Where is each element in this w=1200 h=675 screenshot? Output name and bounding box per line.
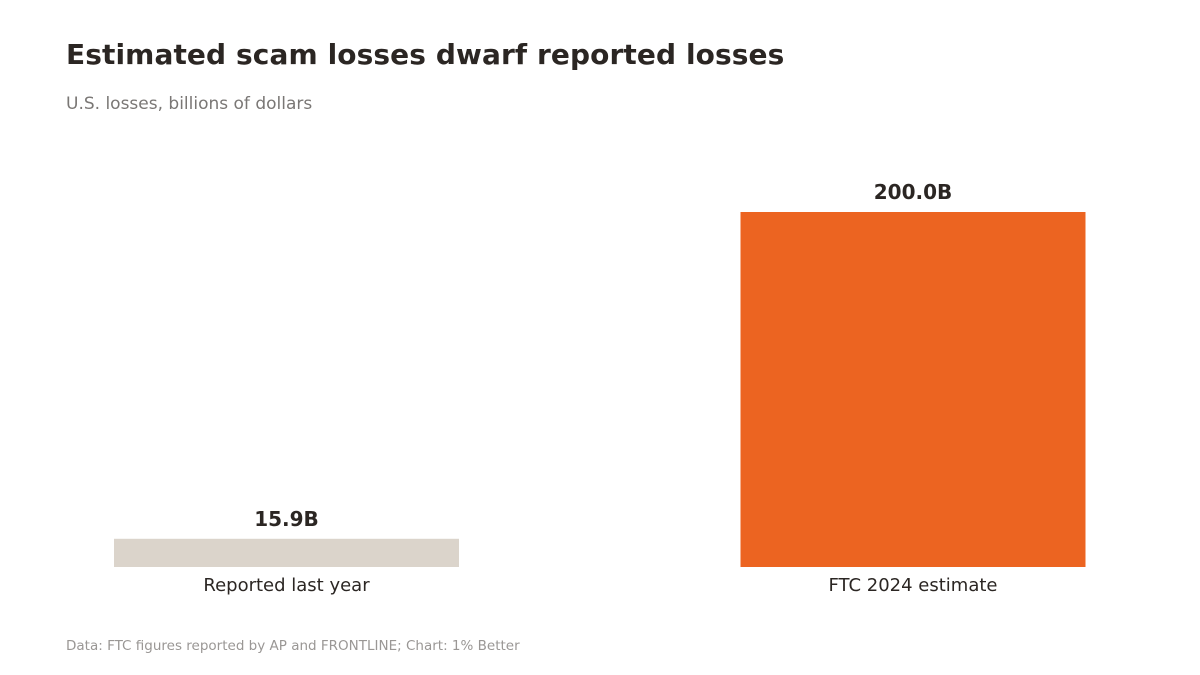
bar-0 <box>114 538 459 567</box>
category-label: FTC 2024 estimate <box>828 575 997 596</box>
chart-subtitle: U.S. losses, billions of dollars <box>66 94 313 114</box>
bar-value-label: 15.9B <box>254 507 319 531</box>
category-label: Reported last year <box>203 575 370 596</box>
bar-value-label: 200.0B <box>874 180 953 204</box>
source-note: Data: FTC figures reported by AP and FRO… <box>66 638 520 654</box>
bar-1 <box>740 212 1086 567</box>
chart-title: Estimated scam losses dwarf reported los… <box>66 38 785 71</box>
